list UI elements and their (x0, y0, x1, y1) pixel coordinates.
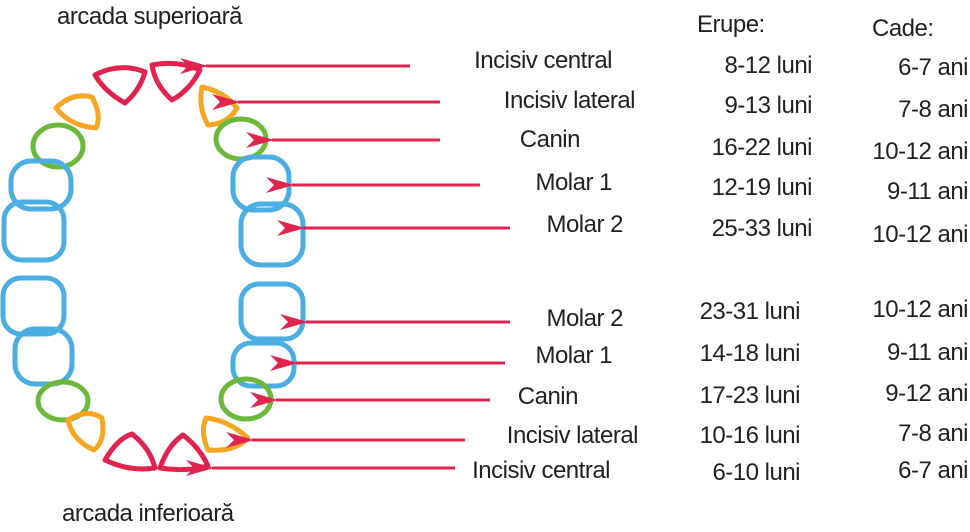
tooth-lower-molar2-right (238, 281, 306, 342)
tooth-upper-central-incisor-left (92, 65, 148, 106)
erupt-value: 25-33 luni (711, 215, 813, 242)
tooth-lower-molar1-left (12, 326, 75, 387)
tooth-label: Incisiv lateral (503, 87, 636, 114)
fall-value: 6-7 ani (898, 54, 968, 81)
tooth-upper-canine-left (30, 122, 86, 170)
lower-arch-label: arcada inferioară (62, 500, 234, 527)
tooth-upper-molar2-left (1, 199, 67, 263)
fall-value: 10-12 ani (872, 138, 968, 165)
tooth-label: Incisiv lateral (506, 422, 639, 449)
fall-value: 9-11 ani (887, 178, 968, 205)
erupt-header: Erupe: (697, 11, 765, 38)
fall-value: 10-12 ani (872, 296, 968, 323)
fall-value: 6-7 ani (898, 457, 968, 484)
tooth-upper-molar2-right (238, 201, 306, 268)
erupt-value: 14-18 luni (699, 340, 801, 367)
tooth-upper-canine-right (213, 116, 269, 162)
fall-value: 7-8 ani (898, 96, 968, 123)
fall-header: Cade: (872, 15, 934, 42)
erupt-value: 9-13 luni (724, 92, 812, 119)
erupt-value: 10-16 luni (699, 422, 801, 449)
tooth-label: Molar 2 (546, 305, 623, 332)
upper-arch-label: arcada superioară (57, 3, 242, 30)
tooth-label: Molar 2 (546, 211, 623, 238)
tooth-label: Molar 1 (535, 342, 612, 369)
tooth-label: Incisiv central (474, 47, 612, 74)
tooth-label: Canin (517, 383, 579, 410)
tooth-label: Incisiv central (472, 457, 610, 484)
tooth-lower-central-incisor-left (102, 431, 158, 472)
erupt-value: 17-23 luni (699, 382, 801, 409)
fall-value: 9-11 ani (887, 339, 968, 366)
tooth-lower-canine-left (35, 379, 91, 423)
fall-value: 7-8 ani (898, 420, 968, 447)
tooth-label: Canin (519, 126, 581, 153)
tooth-upper-lateral-incisor-left (53, 93, 101, 131)
tooth-lower-central-incisor-right (157, 432, 211, 473)
erupt-value: 6-10 luni (712, 459, 800, 486)
erupt-value: 8-12 luni (724, 52, 812, 79)
erupt-value: 12-19 luni (711, 174, 813, 201)
erupt-value: 16-22 luni (711, 134, 813, 161)
erupt-value: 23-31 luni (699, 298, 801, 325)
tooth-lower-lateral-incisor-right (200, 415, 251, 453)
tooth-upper-central-incisor-right (149, 60, 203, 103)
fall-value: 10-12 ani (872, 221, 968, 248)
fall-value: 9-12 ani (885, 380, 968, 407)
tooth-lower-molar2-left (0, 275, 67, 337)
tooth-upper-molar1-left (8, 158, 74, 212)
tooth-label: Molar 1 (535, 169, 612, 196)
tooth-lower-lateral-incisor-left (65, 411, 106, 453)
